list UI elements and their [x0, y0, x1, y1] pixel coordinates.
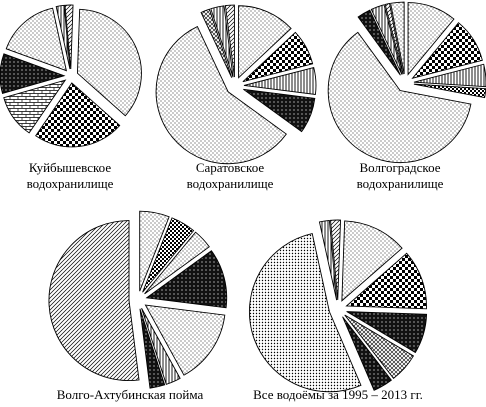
caption-volga-akhtuba-line1: Волго-Ахтубинская пойма — [56, 387, 204, 402]
pie-slice-4-5 — [249, 233, 362, 393]
pie-chart-4 — [249, 219, 428, 393]
pie-slice-3-2 — [144, 231, 210, 295]
pie-slice-4-1 — [345, 252, 427, 310]
pie-slice-3-3 — [145, 250, 228, 309]
pie-slice-4-3 — [344, 314, 415, 379]
pie-slice-0-3 — [0, 53, 66, 94]
pie-slice-0-4 — [5, 7, 68, 72]
caption-volgograd: Волгоградское водохранилище — [320, 160, 480, 192]
caption-saratov: Саратовское водохранилище — [150, 160, 310, 192]
pie-slice-4-4 — [342, 316, 393, 391]
pie-slice-3-4 — [144, 304, 226, 376]
pie-slice-3-6 — [139, 308, 166, 389]
caption-volga-akhtuba: Волго-Ахтубинская пойма — [30, 387, 230, 403]
caption-saratov-line2: водохранилище — [186, 176, 274, 191]
caption-kuibyshev: Куйбышевское водохранилище — [0, 160, 140, 192]
pie-slice-3-0 — [139, 210, 170, 292]
pie-slice-4-6 — [318, 219, 338, 301]
pie-slice-1-6 — [210, 5, 234, 78]
pie-slice-1-3 — [243, 88, 316, 133]
pie-slice-2-7 — [384, 2, 404, 75]
caption-kuibyshev-line1: Куйбышевское — [28, 160, 112, 175]
pie-slice-0-0 — [76, 8, 142, 117]
pie-slice-1-0 — [238, 5, 292, 79]
caption-volgograd-line2: водохранилище — [356, 176, 444, 191]
pie-chart-2 — [327, 1, 486, 164]
pie-slice-0-6 — [64, 4, 74, 70]
pie-slice-4-2 — [346, 311, 428, 354]
pie-slice-0-1 — [35, 82, 121, 148]
pie-slice-2-1 — [411, 22, 483, 79]
pie-slice-2-4 — [327, 31, 472, 164]
caption-volgograd-line1: Волгоградское — [359, 160, 441, 175]
pie-slice-0-2 — [3, 79, 67, 134]
pie-slice-3-5 — [141, 308, 181, 385]
pie-chart-3 — [48, 210, 228, 389]
pie-chart-1 — [155, 4, 317, 165]
caption-all-waterbodies-line1: Все водоёмы за 1995 – 2013 гг. — [253, 387, 423, 402]
pie-slice-3-7 — [48, 220, 140, 381]
caption-kuibyshev-line2: водохранилище — [26, 176, 114, 191]
pie-slice-1-7 — [224, 4, 235, 78]
pie-slice-2-6 — [370, 4, 403, 75]
pie-slice-2-0 — [407, 2, 455, 76]
pie-chart-0 — [0, 4, 142, 148]
pie-slice-1-4 — [155, 25, 287, 165]
pie-slice-4-7 — [330, 219, 342, 301]
pie-slice-0-5 — [55, 4, 71, 70]
pie-slice-3-1 — [142, 217, 195, 293]
pie-slice-4-0 — [341, 220, 403, 302]
pie-slice-1-2 — [243, 66, 317, 95]
caption-saratov-line1: Саратовское — [195, 160, 265, 175]
pie-slice-1-5 — [200, 8, 233, 78]
pie-slice-2-5 — [357, 9, 401, 76]
pie-slice-1-1 — [242, 31, 314, 83]
caption-all-waterbodies: Все водоёмы за 1995 – 2013 гг. — [228, 387, 448, 403]
pie-slice-2-8 — [390, 1, 405, 75]
